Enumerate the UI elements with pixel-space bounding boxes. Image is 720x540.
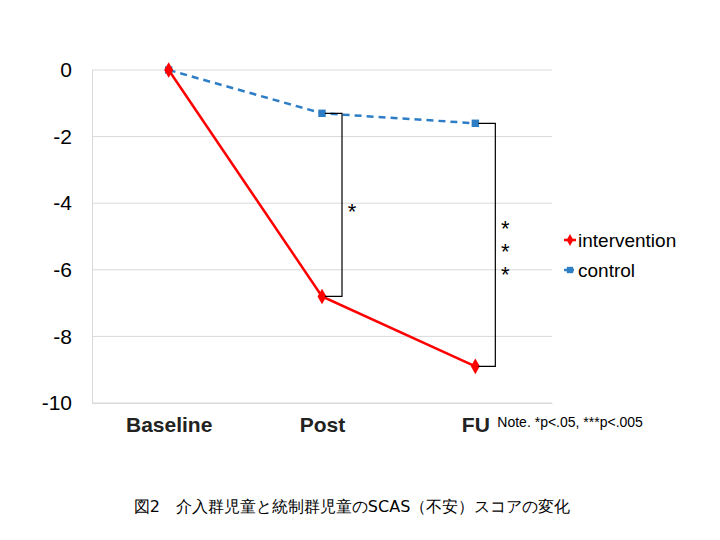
grid-line [92, 136, 552, 137]
significance-bracket [325, 113, 342, 296]
chart: 0-2-4-6-8-10BaselinePostFU****Note. *p<.… [0, 0, 720, 540]
y-tick: -10 [42, 391, 92, 414]
series-line [169, 70, 476, 123]
grid-line [92, 403, 552, 404]
note: Note. *p<.05, ***p<.005 [497, 414, 643, 430]
series-marker [164, 62, 173, 78]
x-tick: FU [462, 403, 490, 436]
x-tick-label: Baseline [126, 413, 212, 436]
grid-line [92, 70, 552, 71]
grid-line [92, 336, 552, 337]
x-tick: Post [300, 403, 346, 436]
caption: 図2 介入群児童と統制群児童のSCAS（不安）スコアの変化 [134, 497, 571, 516]
y-axis: 0 -2 -4 -6 -8 -10 [42, 58, 93, 414]
legend: intervention control [564, 230, 676, 281]
grid [92, 70, 552, 403]
x-tick-label: Post [300, 413, 346, 436]
significance-bracket [478, 123, 495, 366]
y-tick: -6 [53, 258, 92, 281]
x-axis-line [93, 403, 553, 404]
significance-label: * [348, 199, 357, 224]
y-tick: -4 [53, 191, 92, 214]
y-tick-label: -10 [42, 391, 72, 414]
y-tick: -8 [53, 325, 92, 348]
series-marker [318, 110, 325, 117]
legend-marker [567, 267, 573, 273]
annotations: **** [325, 113, 510, 366]
y-tick-label: -8 [53, 325, 72, 348]
legend-label: control [578, 260, 635, 281]
y-tick-label: -2 [53, 125, 72, 148]
y-tick-label: -6 [53, 258, 72, 281]
x-tick-label: FU [462, 413, 490, 436]
significance-label: *** [501, 216, 510, 287]
y-tick-label: -4 [53, 191, 72, 214]
y-tick-label: 0 [60, 58, 72, 81]
series-marker [472, 120, 479, 127]
plot-area [164, 62, 480, 374]
y-tick: -2 [53, 125, 92, 148]
legend-label: intervention [578, 230, 676, 251]
x-tick: Baseline [126, 403, 212, 436]
legend-marker [567, 234, 574, 246]
grid-line [92, 269, 552, 270]
y-tick: 0 [60, 58, 92, 81]
x-axis: Baseline Post FU [93, 403, 553, 436]
grid-line [92, 203, 552, 204]
y-axis-line [92, 71, 93, 404]
series-line [169, 70, 476, 366]
